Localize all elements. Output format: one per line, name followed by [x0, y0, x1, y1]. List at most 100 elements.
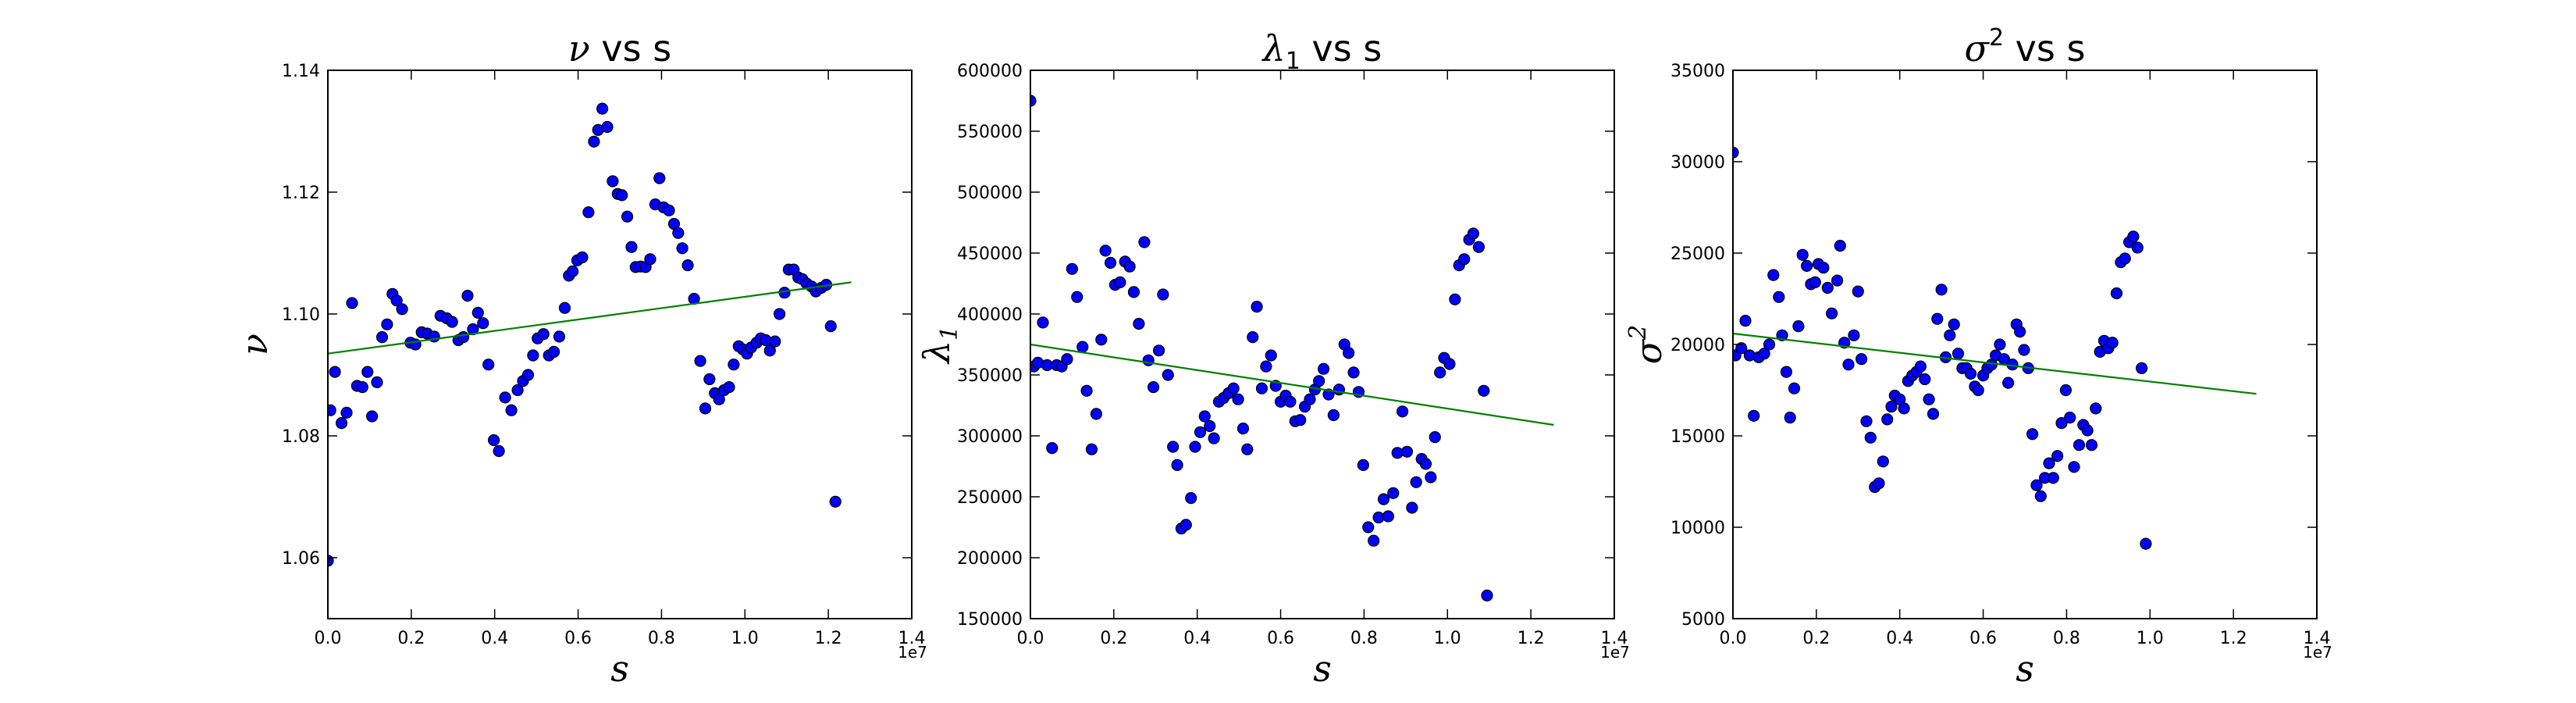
x-offset-label: 1e7 — [898, 643, 927, 662]
data-point — [1885, 401, 1898, 413]
data-point — [829, 495, 841, 508]
data-point — [1095, 334, 1108, 346]
data-point — [672, 227, 685, 239]
data-point — [1809, 276, 1821, 288]
data-point — [1294, 414, 1307, 426]
data-point — [467, 323, 479, 336]
data-point — [1860, 415, 1873, 427]
data-point — [1994, 338, 2006, 351]
data-point — [1481, 589, 1493, 602]
data-point — [2127, 230, 2140, 243]
y-tick-label: 10000 — [1670, 519, 1725, 538]
x-tick-label: 0.6 — [1267, 629, 1294, 648]
y-tick-label: 35000 — [1670, 62, 1725, 81]
data-point — [2064, 412, 2076, 424]
x-axis-ticks: 0.0 0.2 0.4 0.6 0.8 1.0 1.2 1.4 — [315, 70, 926, 648]
x-axis-label: s — [1313, 648, 1332, 690]
data-point — [1167, 441, 1179, 453]
x-tick-label: 1.0 — [2137, 629, 2164, 648]
data-point — [1204, 419, 1216, 433]
data-point — [1834, 240, 1846, 252]
y-tick-label: 1.12 — [282, 184, 320, 203]
y-axis-ticks: 150000 200000 250000 300000 350000 400000 4500… — [957, 62, 1614, 630]
y-axis-label: σ2 — [1624, 325, 1670, 365]
data-point — [361, 366, 374, 378]
data-point — [1780, 366, 1793, 378]
data-point — [1434, 366, 1446, 379]
data-point — [1061, 353, 1073, 366]
y-tick-label: 350000 — [957, 366, 1023, 386]
data-point — [381, 318, 393, 330]
y-tick-label: 30000 — [1670, 153, 1725, 173]
data-point — [723, 381, 735, 394]
data-point — [1198, 410, 1211, 423]
data-point — [1265, 349, 1277, 362]
data-point — [1425, 471, 1437, 484]
data-point — [2047, 472, 2059, 484]
data-point — [2081, 424, 2094, 437]
data-point — [1758, 348, 1770, 360]
data-point — [1923, 393, 1935, 405]
data-point — [1247, 331, 1259, 344]
data-point — [482, 359, 495, 371]
data-point — [375, 331, 389, 344]
data-point — [1185, 491, 1197, 505]
series-group — [1030, 95, 1554, 602]
data-point — [1419, 458, 1432, 470]
data-point — [1114, 276, 1126, 288]
data-point — [1873, 477, 1885, 490]
x-offset-label: 1e7 — [1600, 643, 1630, 662]
x-tick-label: 1.4 — [1601, 629, 1628, 648]
data-point — [681, 259, 694, 272]
data-point — [2119, 252, 2131, 265]
data-point — [329, 366, 341, 378]
data-point — [773, 308, 786, 320]
data-point — [1800, 259, 1813, 272]
data-point — [676, 242, 688, 255]
y-tick-label: 1.14 — [282, 62, 320, 81]
data-point — [1735, 342, 1748, 355]
y-axis-label: ν — [233, 334, 276, 355]
data-point — [2018, 344, 2030, 356]
data-point — [1085, 443, 1098, 455]
data-point — [1232, 393, 1244, 405]
y-tick-label: 15000 — [1670, 427, 1725, 447]
data-point — [1123, 260, 1136, 273]
data-point — [713, 393, 725, 405]
data-point — [1318, 362, 1330, 375]
data-point — [1133, 317, 1145, 330]
x-axis-ticks: 0.0 0.2 0.4 0.6 0.8 1.0 1.2 1.4 — [1017, 70, 1628, 648]
data-point — [340, 406, 353, 419]
data-point — [607, 175, 619, 187]
data-point — [1848, 329, 1860, 341]
data-point — [365, 410, 379, 423]
y-tick-label: 200000 — [957, 549, 1023, 569]
data-point — [1327, 409, 1340, 422]
x-tick-label: 0.8 — [648, 629, 675, 648]
data-point — [1251, 301, 1263, 313]
x-tick-label: 0.2 — [397, 629, 425, 648]
data-point — [328, 404, 336, 416]
fit-line — [1733, 332, 2257, 395]
data-point — [2030, 479, 2043, 491]
data-point — [1964, 367, 1977, 380]
series-group — [1733, 146, 2257, 550]
data-point — [1877, 455, 1889, 468]
data-point — [2106, 337, 2119, 349]
data-point — [346, 297, 358, 309]
data-point — [2131, 241, 2144, 254]
data-point — [548, 345, 560, 358]
y-tick-label: 150000 — [957, 610, 1023, 630]
y-tick-label: 450000 — [957, 244, 1023, 264]
data-point — [1773, 291, 1785, 303]
y-axis-ticks: 5000 10000 15000 20000 25000 30000 35000 — [1670, 62, 2317, 630]
data-point — [1090, 408, 1103, 420]
data-point — [2014, 326, 2026, 338]
data-point — [1400, 445, 1414, 458]
data-point — [1284, 395, 1297, 408]
data-point — [653, 172, 666, 184]
y-tick-label: 250000 — [957, 488, 1023, 508]
data-point — [1767, 269, 1780, 281]
data-point — [1852, 285, 1864, 298]
